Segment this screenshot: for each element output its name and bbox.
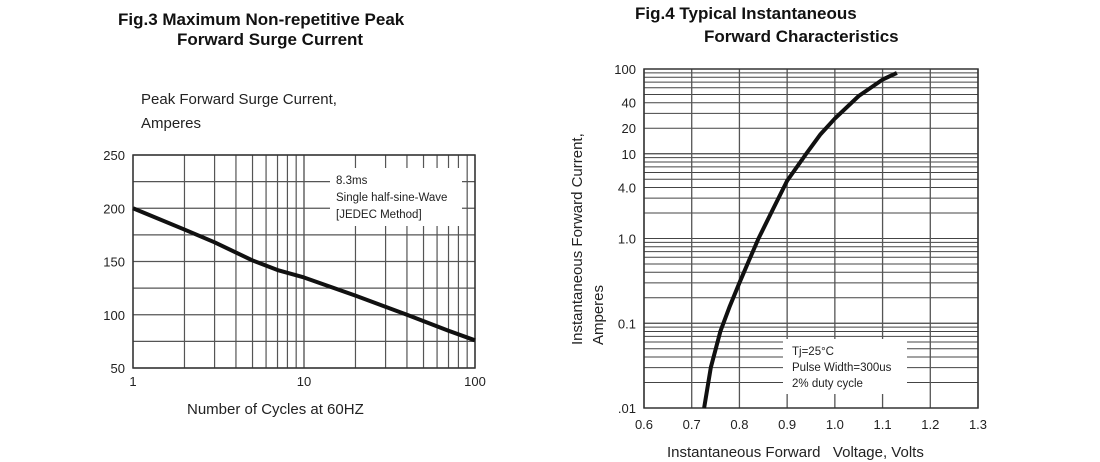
y-tick-label: 100 bbox=[614, 62, 636, 77]
y-tick-label: 200 bbox=[103, 201, 125, 216]
y-tick-label: 100 bbox=[103, 308, 125, 323]
x-tick-label: 1 bbox=[129, 374, 136, 389]
x-tick-label: 10 bbox=[297, 374, 311, 389]
x-tick-label: 1.3 bbox=[969, 417, 987, 432]
annotation-text: Single half-sine-Wave bbox=[336, 192, 447, 204]
annotation-text: 8.3ms bbox=[336, 175, 368, 187]
fig4-xlabel: Instantaneous Forward Voltage, Volts bbox=[667, 444, 924, 461]
series-line bbox=[702, 71, 898, 409]
y-tick-label: 150 bbox=[103, 255, 125, 270]
x-tick-label: 0.6 bbox=[635, 417, 653, 432]
annotation-box bbox=[783, 339, 907, 394]
x-tick-label: 100 bbox=[464, 374, 486, 389]
y-tick-label: 1.0 bbox=[618, 232, 636, 247]
y-tick-label: 40 bbox=[622, 96, 636, 111]
x-tick-label: 1.2 bbox=[921, 417, 939, 432]
fig3-title-line2: Forward Surge Current bbox=[177, 30, 363, 49]
annotation-text: 2% duty cycle bbox=[792, 378, 863, 390]
x-tick-label: 1.0 bbox=[826, 417, 844, 432]
x-tick-label: 0.9 bbox=[778, 417, 796, 432]
plot-frame bbox=[132, 154, 476, 369]
fig3-ylabel-line2: Amperes bbox=[141, 115, 201, 132]
x-tick-label: 1.1 bbox=[874, 417, 892, 432]
y-tick-label: .01 bbox=[618, 401, 636, 416]
fig4-title-line2: Forward Characteristics bbox=[704, 27, 899, 46]
y-tick-label: 20 bbox=[622, 121, 636, 136]
y-tick-label: 50 bbox=[111, 361, 125, 376]
annotation-text: [JEDEC Method] bbox=[336, 209, 422, 221]
fig3-ylabel-line1: Peak Forward Surge Current, bbox=[141, 91, 337, 108]
fig4-title-line1: Fig.4 Typical Instantaneous bbox=[635, 4, 857, 23]
fig3-xlabel: Number of Cycles at 60HZ bbox=[187, 401, 364, 418]
fig3-title-line1: Fig.3 Maximum Non-repetitive Peak bbox=[118, 10, 405, 29]
annotation-box bbox=[330, 168, 462, 226]
x-tick-label: 0.8 bbox=[730, 417, 748, 432]
fig4-ylabel-line1: Instantaneous Forward Current, bbox=[569, 133, 586, 345]
y-tick-label: 4.0 bbox=[618, 180, 636, 195]
y-tick-label: 250 bbox=[103, 148, 125, 163]
y-tick-label: 0.1 bbox=[618, 316, 636, 331]
series-line bbox=[132, 206, 476, 343]
fig4-ylabel-line2: Amperes bbox=[590, 285, 607, 345]
y-tick-label: 10 bbox=[622, 147, 636, 162]
plot-frame bbox=[643, 68, 979, 409]
x-tick-label: 0.7 bbox=[683, 417, 701, 432]
annotation-text: Tj=25°C bbox=[792, 346, 834, 358]
annotation-text: Pulse Width=300us bbox=[792, 362, 892, 374]
